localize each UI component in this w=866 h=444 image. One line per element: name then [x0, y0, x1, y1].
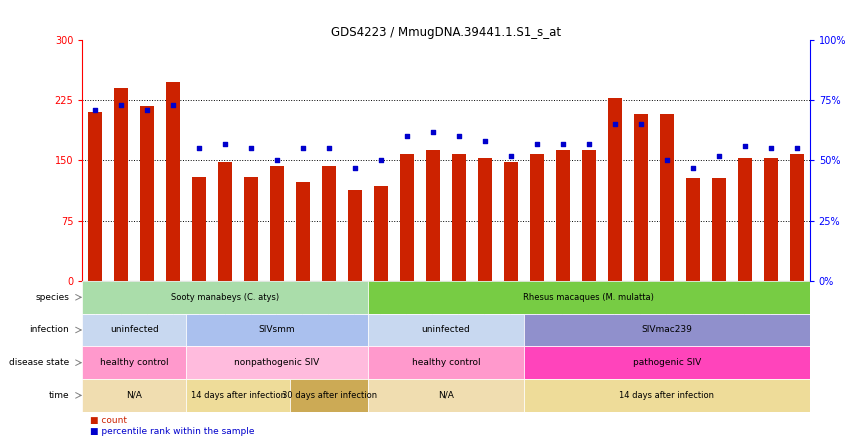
Text: healthy control: healthy control	[411, 358, 481, 367]
Point	[166, 102, 180, 109]
Point	[348, 164, 362, 171]
Text: uninfected: uninfected	[110, 325, 158, 334]
Bar	[634, 114, 648, 281]
Text: infection: infection	[29, 325, 69, 334]
Bar	[140, 106, 154, 281]
Bar	[270, 166, 284, 281]
Point	[322, 145, 336, 152]
Text: Sooty manabeys (C. atys): Sooty manabeys (C. atys)	[171, 293, 279, 302]
Text: N/A: N/A	[438, 391, 454, 400]
Text: ■ count: ■ count	[89, 416, 126, 424]
Bar	[524, 379, 810, 412]
Point	[582, 140, 596, 147]
Text: time: time	[48, 391, 69, 400]
Point	[374, 157, 388, 164]
Bar	[244, 177, 258, 281]
Bar	[348, 190, 362, 281]
Bar	[764, 158, 778, 281]
Bar	[296, 182, 310, 281]
Bar	[524, 346, 810, 379]
Point	[790, 145, 804, 152]
Point	[296, 145, 310, 152]
Bar	[400, 154, 414, 281]
Text: disease state: disease state	[9, 358, 69, 367]
Bar	[452, 154, 466, 281]
Point	[114, 102, 128, 109]
Bar	[322, 166, 336, 281]
Bar	[186, 313, 368, 346]
Bar	[504, 162, 518, 281]
Bar	[88, 112, 102, 281]
Point	[530, 140, 544, 147]
Point	[764, 145, 778, 152]
Bar	[114, 88, 128, 281]
Bar	[530, 154, 544, 281]
Point	[88, 106, 102, 113]
Bar	[218, 162, 232, 281]
Bar	[790, 154, 804, 281]
Text: SIVsmm: SIVsmm	[259, 325, 295, 334]
Point	[270, 157, 284, 164]
Bar	[524, 313, 810, 346]
Point	[192, 145, 206, 152]
Bar	[166, 82, 180, 281]
Point	[556, 140, 570, 147]
Text: 14 days after infection: 14 days after infection	[619, 391, 714, 400]
Point	[426, 128, 440, 135]
Bar	[186, 346, 368, 379]
Bar	[608, 98, 622, 281]
Text: ■ percentile rank within the sample: ■ percentile rank within the sample	[89, 427, 254, 436]
Bar	[712, 178, 726, 281]
Point	[608, 121, 622, 128]
Bar	[192, 177, 206, 281]
Bar	[82, 281, 368, 313]
Point	[712, 152, 726, 159]
Text: pathogenic SIV: pathogenic SIV	[633, 358, 701, 367]
Bar	[186, 379, 290, 412]
Text: 14 days after infection: 14 days after infection	[191, 391, 286, 400]
Bar	[556, 150, 570, 281]
Bar	[478, 158, 492, 281]
Point	[738, 143, 752, 150]
Bar	[368, 346, 524, 379]
Point	[140, 106, 154, 113]
Point	[634, 121, 648, 128]
Bar	[426, 150, 440, 281]
Bar	[660, 114, 674, 281]
Title: GDS4223 / MmugDNA.39441.1.S1_s_at: GDS4223 / MmugDNA.39441.1.S1_s_at	[331, 26, 561, 39]
Text: SIVmac239: SIVmac239	[642, 325, 692, 334]
Text: N/A: N/A	[126, 391, 142, 400]
Bar	[82, 379, 186, 412]
Text: species: species	[36, 293, 69, 302]
Bar	[374, 186, 388, 281]
Point	[660, 157, 674, 164]
Point	[400, 133, 414, 140]
Point	[218, 140, 232, 147]
Text: Rhesus macaques (M. mulatta): Rhesus macaques (M. mulatta)	[523, 293, 655, 302]
Bar	[82, 346, 186, 379]
Bar	[686, 178, 700, 281]
Text: healthy control: healthy control	[100, 358, 169, 367]
Bar	[82, 313, 186, 346]
Bar	[368, 281, 810, 313]
Point	[504, 152, 518, 159]
Bar	[582, 150, 596, 281]
Text: 30 days after infection: 30 days after infection	[281, 391, 377, 400]
Bar	[368, 379, 524, 412]
Bar	[738, 158, 752, 281]
Text: uninfected: uninfected	[422, 325, 470, 334]
Point	[452, 133, 466, 140]
Bar	[368, 313, 524, 346]
Text: nonpathogenic SIV: nonpathogenic SIV	[235, 358, 320, 367]
Point	[244, 145, 258, 152]
Point	[478, 138, 492, 145]
Point	[686, 164, 700, 171]
Bar	[290, 379, 368, 412]
